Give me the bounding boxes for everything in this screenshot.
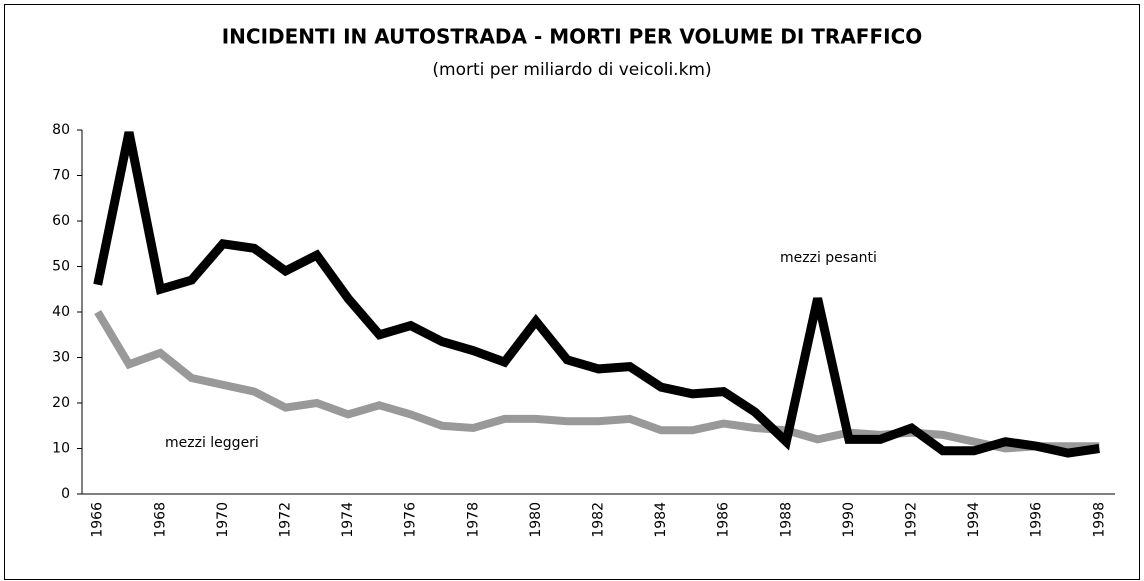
y-tick-label: 80 bbox=[52, 122, 70, 138]
y-tick-label: 40 bbox=[52, 304, 70, 320]
x-tick-label: 1990 bbox=[841, 502, 857, 538]
y-tick-label: 50 bbox=[52, 259, 70, 275]
x-tick-label: 1986 bbox=[716, 502, 732, 538]
chart-frame bbox=[4, 4, 1140, 580]
x-tick-label: 1976 bbox=[403, 502, 419, 538]
series-label: mezzi leggeri bbox=[165, 435, 259, 451]
x-tick-label: 1998 bbox=[1091, 502, 1107, 538]
y-tick-label: 0 bbox=[61, 486, 70, 502]
y-tick-label: 20 bbox=[52, 395, 70, 411]
y-tick-label: 70 bbox=[52, 168, 70, 184]
series-label: mezzi pesanti bbox=[780, 250, 877, 266]
y-tick-label: 10 bbox=[52, 441, 70, 457]
y-tick-label: 60 bbox=[52, 213, 70, 229]
x-tick-label: 1972 bbox=[277, 502, 293, 538]
x-tick-label: 1974 bbox=[340, 502, 356, 538]
y-tick-label: 30 bbox=[52, 350, 70, 366]
x-tick-label: 1982 bbox=[591, 502, 607, 538]
x-tick-label: 1988 bbox=[778, 502, 794, 538]
x-tick-label: 1984 bbox=[653, 502, 669, 538]
x-tick-label: 1996 bbox=[1029, 502, 1045, 538]
x-tick-label: 1968 bbox=[152, 502, 168, 538]
x-tick-label: 1980 bbox=[528, 502, 544, 538]
x-tick-label: 1994 bbox=[966, 502, 982, 538]
series-line bbox=[93, 131, 1100, 458]
chart-title: INCIDENTI IN AUTOSTRADA - MORTI PER VOLU… bbox=[222, 25, 923, 49]
x-tick-label: 1978 bbox=[465, 502, 481, 538]
x-tick-label: 1992 bbox=[904, 502, 920, 538]
x-tick-label: 1966 bbox=[90, 502, 106, 538]
x-tick-label: 1970 bbox=[215, 502, 231, 538]
chart-subtitle: (morti per miliardo di veicoli.km) bbox=[432, 60, 711, 80]
series-line bbox=[94, 309, 1100, 453]
